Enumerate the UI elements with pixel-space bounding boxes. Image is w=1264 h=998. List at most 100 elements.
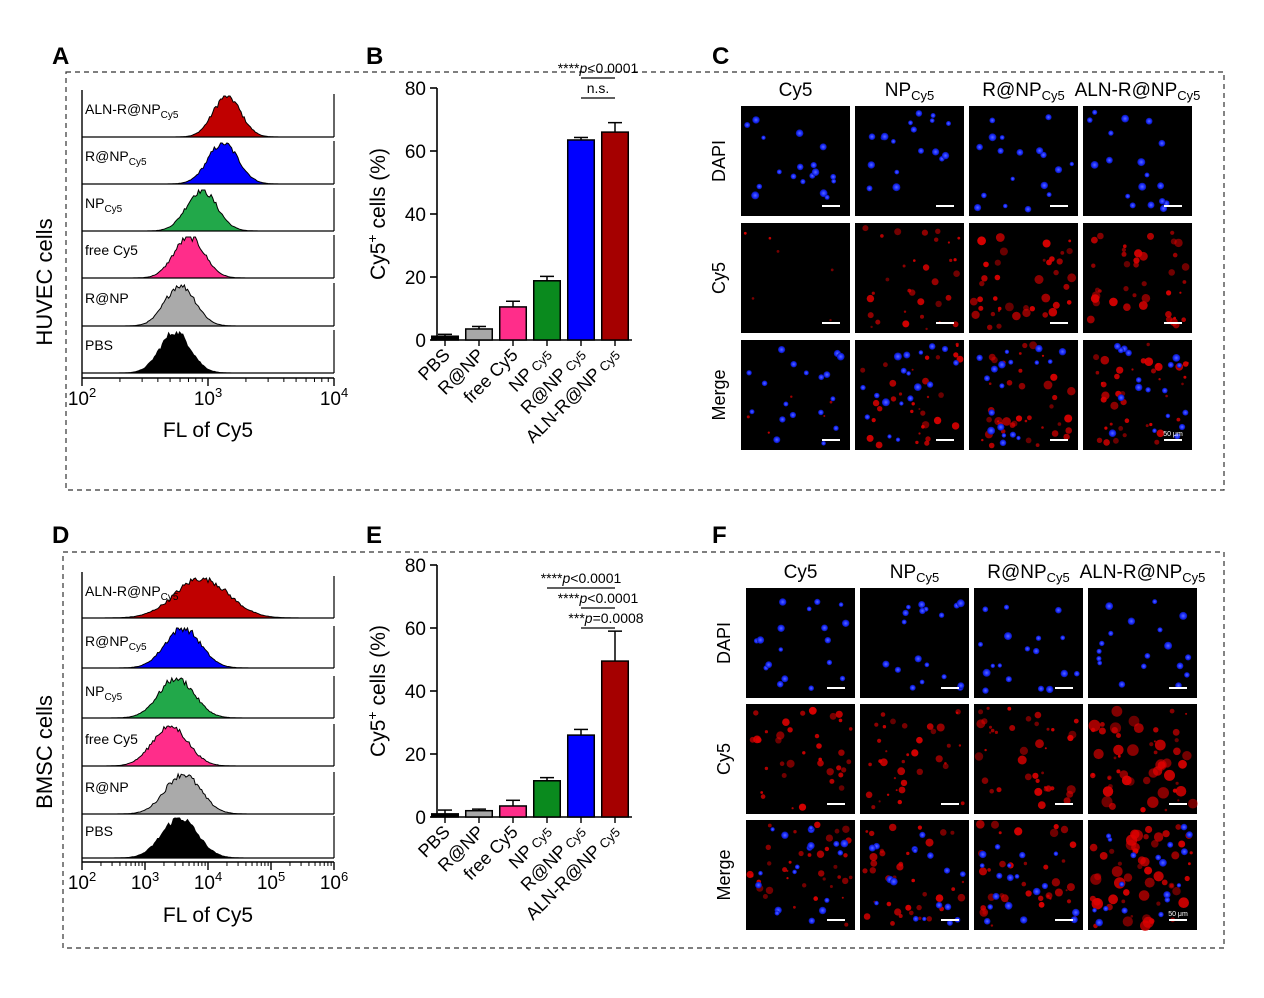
cy5-signal	[1107, 775, 1112, 780]
cy5-signal	[760, 794, 766, 799]
cy5-signal	[868, 762, 872, 767]
bar-2	[498, 306, 528, 341]
cy5-signal	[956, 355, 964, 363]
dapi-nucleus	[1003, 203, 1008, 209]
cy5-signal	[978, 305, 984, 311]
dapi-nucleus	[1087, 117, 1093, 123]
panel-letter-e: E	[366, 522, 382, 549]
cy5-signal	[994, 730, 999, 735]
dapi-nucleus	[946, 121, 951, 126]
cy5-signal	[883, 362, 888, 368]
dapi-nucleus	[807, 842, 815, 850]
dapi-nucleus	[996, 872, 1003, 879]
cy5-signal	[786, 877, 789, 880]
cy5-signal	[1108, 894, 1118, 905]
dapi-nucleus	[997, 147, 1004, 154]
dapi-nucleus	[1024, 205, 1032, 213]
dapi-nucleus	[946, 919, 953, 926]
cy5-signal	[925, 838, 934, 847]
cell-label-huvec: HUVEC cells	[32, 218, 57, 345]
dapi-nucleus	[895, 437, 901, 442]
cy5-signal	[1029, 341, 1037, 350]
cy5-signal	[1053, 269, 1059, 276]
cy5-signal	[1140, 807, 1146, 813]
dapi-nucleus	[913, 383, 922, 391]
cy5-signal	[800, 710, 806, 716]
cy5-signal	[1100, 355, 1110, 365]
cy5-signal	[916, 904, 922, 911]
cy5-signal	[901, 723, 908, 729]
dapi-nucleus	[839, 675, 846, 682]
dapi-nucleus	[1072, 908, 1080, 917]
cy5-signal	[897, 799, 902, 805]
cy5-signal	[906, 851, 910, 856]
dapi-nucleus	[874, 392, 880, 399]
cy5-signal	[813, 896, 818, 901]
dapi-nucleus	[1179, 423, 1186, 431]
dapi-nucleus	[796, 163, 804, 171]
cy5-signal	[1113, 437, 1119, 444]
cy5-signal	[1121, 247, 1126, 252]
dapi-nucleus	[1127, 617, 1136, 625]
cy5-signal	[844, 922, 849, 927]
cy5-signal	[933, 416, 942, 425]
cy5-signal	[807, 853, 812, 857]
dapi-nucleus	[998, 360, 1006, 369]
cy5-signal	[898, 914, 903, 918]
micro-row-label: DAPI	[709, 140, 729, 182]
cy5-signal	[760, 791, 764, 794]
dapi-nucleus	[941, 151, 950, 160]
cy5-signal	[1051, 878, 1061, 887]
dapi-nucleus	[1033, 647, 1040, 655]
cy5-signal	[979, 280, 985, 287]
dapi-nucleus	[988, 133, 997, 142]
dapi-nucleus	[1001, 433, 1007, 438]
cy5-signal	[779, 761, 785, 766]
cy5-signal	[898, 861, 904, 867]
dapi-nucleus	[1004, 632, 1012, 641]
cy5-signal	[1046, 727, 1050, 731]
cy5-signal	[981, 275, 988, 282]
cy5-signal	[871, 805, 876, 810]
cy5-signal	[944, 762, 947, 765]
dapi-nucleus	[938, 612, 945, 618]
cy5-signal	[1121, 251, 1127, 257]
dapi-nucleus	[1157, 627, 1163, 633]
cy5-signal	[935, 300, 942, 308]
cy5-signal	[951, 887, 956, 891]
cy5-signal	[902, 264, 906, 268]
dapi-nucleus	[1034, 360, 1040, 365]
dapi-nucleus	[1108, 429, 1117, 438]
cy5-signal	[782, 718, 790, 726]
dapi-nucleus	[1007, 863, 1012, 868]
cy5-signal	[894, 228, 902, 236]
cy5-signal	[1119, 770, 1129, 779]
cy5-signal	[1156, 901, 1161, 906]
cy5-signal	[916, 768, 923, 775]
cy5-signal	[953, 270, 960, 278]
dapi-nucleus	[1125, 349, 1132, 357]
cy5-signal	[842, 877, 849, 885]
dapi-nucleus	[1103, 905, 1109, 912]
bar-y-tick-label: 40	[405, 205, 426, 226]
cy5-signal	[1111, 866, 1123, 877]
cy5-signal	[911, 368, 914, 371]
cy5-signal	[1107, 776, 1111, 781]
dapi-nucleus	[1106, 833, 1112, 839]
cy5-signal	[1174, 738, 1179, 743]
cy5-signal	[1056, 258, 1063, 265]
cy5-signal	[1109, 722, 1122, 734]
dapi-nucleus	[902, 609, 909, 617]
dapi-nucleus	[1053, 851, 1059, 856]
micro-image-2-0	[746, 820, 855, 930]
dapi-nucleus	[836, 352, 845, 361]
cy5-signal	[955, 711, 959, 714]
cy5-signal	[1051, 430, 1059, 437]
cy5-signal	[1012, 311, 1021, 321]
cy5-signal	[1172, 887, 1181, 896]
micro-image-2-0	[741, 340, 850, 450]
micro-row-label: Merge	[714, 849, 734, 900]
cy5-signal	[869, 830, 875, 837]
cy5-signal	[957, 236, 961, 240]
cy5-signal	[988, 382, 992, 386]
